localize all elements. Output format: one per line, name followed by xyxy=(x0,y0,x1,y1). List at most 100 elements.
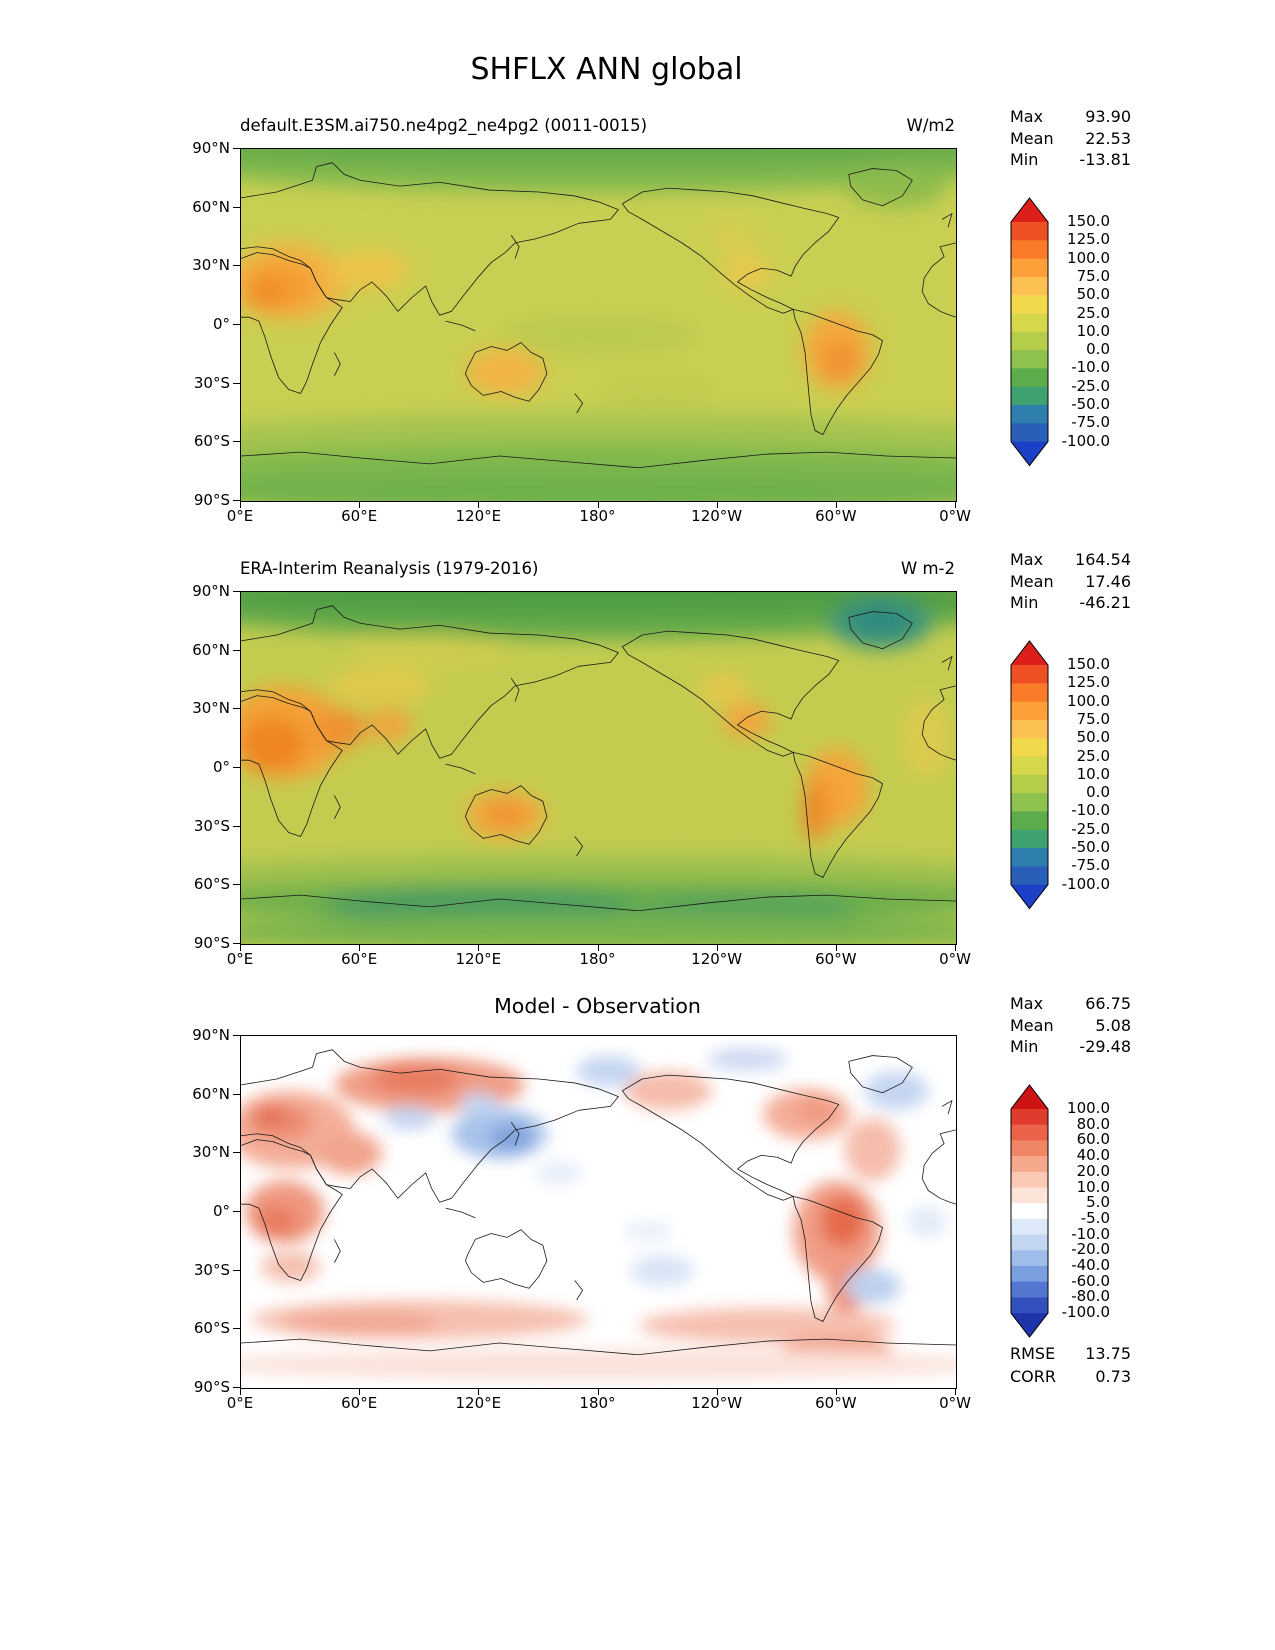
lon-tick-mark xyxy=(716,1388,718,1395)
lat-tick-label: 90°S xyxy=(193,491,230,509)
lon-tick-label: 60°W xyxy=(815,950,857,968)
panel2-stats: Max 164.54 Mean 17.46 Min -46.21 xyxy=(1010,549,1131,614)
lon-tick-label: 120°W xyxy=(691,507,743,525)
lat-tick-label: 0° xyxy=(212,758,230,776)
colorbar-tick-label: -100.0 xyxy=(1061,431,1110,450)
lat-tick-mark xyxy=(233,1269,240,1271)
lat-tick-mark xyxy=(233,206,240,208)
lat-tick-mark xyxy=(233,825,240,827)
lon-tick-mark xyxy=(359,944,361,951)
lon-tick-mark xyxy=(597,944,599,951)
stat-label: Min xyxy=(1010,1037,1039,1056)
stat-label: CORR xyxy=(1010,1367,1056,1386)
panel1-header: default.E3SM.ai750.ne4pg2_ne4pg2 (0011-0… xyxy=(240,116,955,135)
lat-tick-label: 30°S xyxy=(193,1260,230,1279)
lat-tick-mark xyxy=(233,767,240,768)
coastline xyxy=(942,657,952,671)
stat-value: -46.21 xyxy=(1079,593,1131,612)
stat-label: Max xyxy=(1010,107,1044,126)
colorbar-tick-label: 25.0 xyxy=(1076,746,1110,765)
coastline xyxy=(334,1239,340,1262)
coastline xyxy=(922,1130,956,1204)
lat-tick-mark xyxy=(233,1093,240,1095)
colorbar-tick-label: -75.0 xyxy=(1071,413,1110,432)
coastline xyxy=(511,235,519,258)
lon-tick-mark xyxy=(478,501,480,508)
stat-row: Mean 17.46 xyxy=(1010,571,1131,593)
lon-tick-label: 60°E xyxy=(341,950,378,968)
lat-tick-mark xyxy=(233,1035,240,1036)
stat-value: 164.54 xyxy=(1075,550,1131,569)
lon-tick-mark xyxy=(955,944,956,951)
map-obs xyxy=(240,591,957,945)
lat-tick-mark xyxy=(233,500,240,501)
coastline xyxy=(241,452,956,468)
coastline xyxy=(334,352,340,375)
lat-tick-mark xyxy=(233,382,240,384)
coastline xyxy=(465,343,546,402)
colorbar-tick-label: -60.0 xyxy=(1071,1271,1110,1290)
stat-value: 22.53 xyxy=(1085,128,1131,148)
lat-tick-label: 90°S xyxy=(193,1378,230,1396)
lat-tick-mark xyxy=(233,1211,240,1212)
lon-tick-label: 180° xyxy=(579,950,616,968)
colorbar-tick-label: 150.0 xyxy=(1067,655,1110,673)
colorbar-tick-label: -10.0 xyxy=(1071,1224,1110,1243)
colorbar-tick-label: 25.0 xyxy=(1076,303,1110,322)
colorbar-tick-label: 10.0 xyxy=(1076,1177,1110,1196)
lon-tick-mark xyxy=(478,1388,480,1395)
colorbar-obs xyxy=(1010,640,1049,910)
stat-row: CORR 0.73 xyxy=(1010,1365,1131,1388)
stat-value: 13.75 xyxy=(1085,1344,1131,1363)
colorbar-tick-label: 75.0 xyxy=(1076,266,1110,285)
lon-tick-mark xyxy=(240,944,241,951)
stat-label: Mean xyxy=(1010,571,1054,591)
panel2-header: ERA-Interim Reanalysis (1979-2016) W m-2 xyxy=(240,559,955,578)
colorbar-tick-label: -80.0 xyxy=(1071,1287,1110,1306)
coastline xyxy=(575,836,583,856)
coastline xyxy=(793,752,882,877)
colorbar-tick-label: -5.0 xyxy=(1080,1208,1110,1227)
coastline xyxy=(622,1075,838,1200)
lat-tick-label: 0° xyxy=(212,1202,230,1220)
stat-label: Max xyxy=(1010,994,1044,1013)
colorbar-tick-label: 100.0 xyxy=(1067,1099,1110,1117)
colorbar-tick-label: 40.0 xyxy=(1076,1146,1110,1165)
lon-tick-mark xyxy=(716,501,718,508)
lat-tick-label: 30°S xyxy=(193,816,230,835)
stat-row: Mean 22.53 xyxy=(1010,128,1131,150)
colorbar-tick-label: 50.0 xyxy=(1076,285,1110,304)
lat-tick-mark xyxy=(233,1387,240,1388)
lon-tick-mark xyxy=(955,1388,956,1395)
colorbar-tick-label: -75.0 xyxy=(1071,856,1110,875)
stat-label: Mean xyxy=(1010,128,1054,148)
lon-tick-mark xyxy=(716,944,718,951)
lon-tick-label: 120°E xyxy=(455,507,502,525)
lat-tick-mark xyxy=(233,1328,240,1330)
lat-tick-mark xyxy=(233,884,240,886)
lon-tick-mark xyxy=(240,501,241,508)
coastline xyxy=(942,214,952,228)
coastline xyxy=(849,1056,913,1093)
lon-tick-label: 120°E xyxy=(455,950,502,968)
colorbar-tick-label: 125.0 xyxy=(1067,673,1110,692)
stat-value: 5.08 xyxy=(1095,1015,1131,1035)
map-diff xyxy=(240,1035,957,1389)
stat-row: Max 66.75 xyxy=(1010,993,1131,1015)
lon-tick-label: 180° xyxy=(579,507,616,525)
lat-tick-label: 90°N xyxy=(192,1026,230,1044)
stat-value: -13.81 xyxy=(1079,150,1131,169)
stat-row: Mean 5.08 xyxy=(1010,1015,1131,1037)
lon-tick-label: 0°E xyxy=(226,1394,254,1412)
stat-value: 93.90 xyxy=(1085,107,1131,126)
panel2-title: ERA-Interim Reanalysis (1979-2016) xyxy=(240,559,539,578)
lat-tick-label: 0° xyxy=(212,315,230,333)
lat-tick-mark xyxy=(233,943,240,944)
coastline xyxy=(465,1230,546,1289)
lon-tick-mark xyxy=(359,1388,361,1395)
lon-tick-label: 0°W xyxy=(939,507,971,525)
lon-tick-label: 60°E xyxy=(341,507,378,525)
coastline xyxy=(241,1339,956,1355)
panel2-units: W m-2 xyxy=(900,559,955,578)
